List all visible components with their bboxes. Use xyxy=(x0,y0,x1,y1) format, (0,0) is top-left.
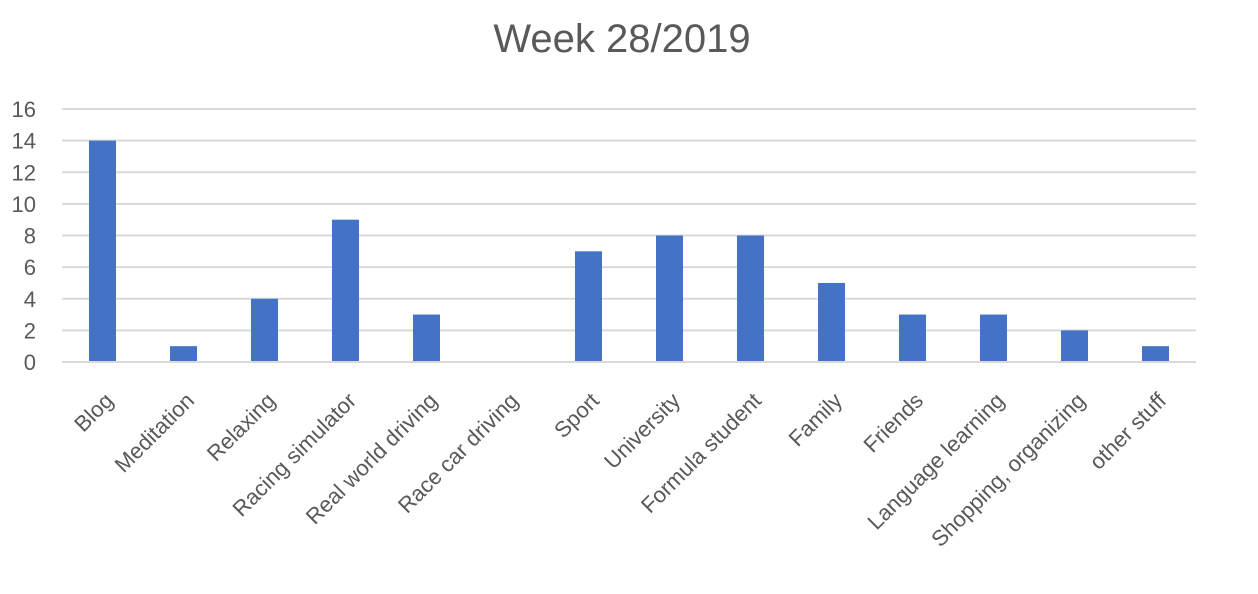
x-tick-label: Sport xyxy=(549,388,604,443)
y-tick-label: 4 xyxy=(24,287,36,312)
y-tick-label: 14 xyxy=(12,129,36,154)
y-tick-label: 8 xyxy=(24,224,36,249)
y-tick-label: 2 xyxy=(24,318,36,343)
chart-title: Week 28/2019 xyxy=(493,17,750,61)
bar-relaxing xyxy=(251,298,278,362)
x-tick-label: Language learning xyxy=(862,388,1009,535)
y-tick-label: 16 xyxy=(12,97,36,122)
x-tick-label: Shopping, organizing xyxy=(926,388,1090,552)
y-tick-label: 12 xyxy=(12,160,36,185)
x-tick-label: Relaxing xyxy=(202,388,280,466)
bar-university xyxy=(656,235,683,362)
x-tick-label: Meditation xyxy=(110,388,199,477)
bar-other-stuff xyxy=(1142,346,1169,362)
bar-racing-simulator xyxy=(332,219,359,362)
y-tick-label: 10 xyxy=(12,192,36,217)
bar-real-world-driving xyxy=(413,314,440,362)
bar-shopping-organizing xyxy=(1061,330,1088,362)
bar-friends xyxy=(899,314,926,362)
x-tick-label: Family xyxy=(784,388,847,451)
x-tick-label: other stuff xyxy=(1084,387,1171,474)
y-tick-label: 6 xyxy=(24,255,36,280)
bar-sport xyxy=(575,251,602,362)
y-axis-ticks: 0 2 4 6 8 10 12 14 16 xyxy=(12,97,36,375)
bar-formula-student xyxy=(737,235,764,362)
bar-family xyxy=(818,282,845,362)
y-tick-label: 0 xyxy=(24,350,36,375)
x-tick-label: University xyxy=(599,388,685,474)
x-tick-label: Blog xyxy=(69,388,118,437)
bar-meditation xyxy=(170,346,197,362)
x-tick-label: Friends xyxy=(858,388,928,458)
bars xyxy=(89,140,1169,362)
gridlines xyxy=(62,108,1196,332)
bar-blog xyxy=(89,140,116,362)
bar-language-learning xyxy=(980,314,1007,362)
